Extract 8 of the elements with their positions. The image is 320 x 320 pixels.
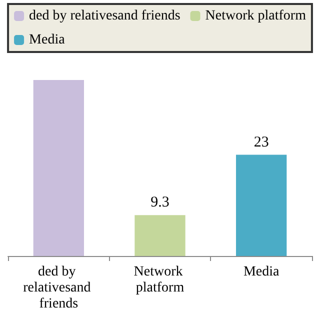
x-tick-label: Media xyxy=(243,264,280,280)
x-tick-label: ded by relativesand friends xyxy=(23,264,94,312)
legend-label: ded by relativesand friends xyxy=(29,8,180,24)
x-tick-label: Network platform xyxy=(134,264,186,296)
data-label: 23 xyxy=(254,134,269,150)
legend-label: Network platform xyxy=(205,8,306,24)
data-label: 9.3 xyxy=(150,194,170,211)
legend-label: Media xyxy=(29,32,66,48)
